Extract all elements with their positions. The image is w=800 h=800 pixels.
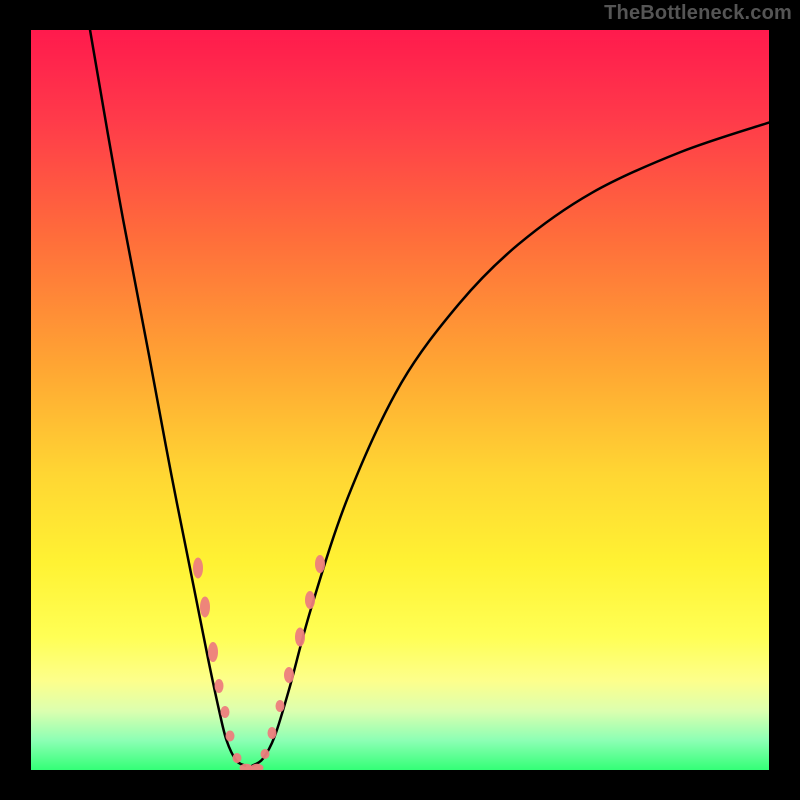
curve-marker	[221, 706, 230, 718]
curve-marker	[305, 591, 315, 609]
curve-marker	[275, 700, 284, 712]
curve-marker	[232, 753, 241, 763]
curve-markers-layer	[31, 30, 769, 770]
curve-marker	[295, 627, 305, 646]
curve-marker	[193, 557, 203, 578]
curve-marker	[215, 679, 224, 693]
curve-marker	[315, 555, 325, 573]
curve-marker	[200, 597, 210, 618]
attribution-text: TheBottleneck.com	[604, 2, 792, 25]
curve-marker	[250, 764, 263, 770]
curve-marker	[284, 667, 294, 683]
curve-marker	[208, 642, 218, 662]
chart-plot-area	[31, 30, 769, 770]
curve-marker	[226, 730, 235, 741]
curve-marker	[267, 727, 276, 739]
curve-marker	[260, 749, 269, 759]
